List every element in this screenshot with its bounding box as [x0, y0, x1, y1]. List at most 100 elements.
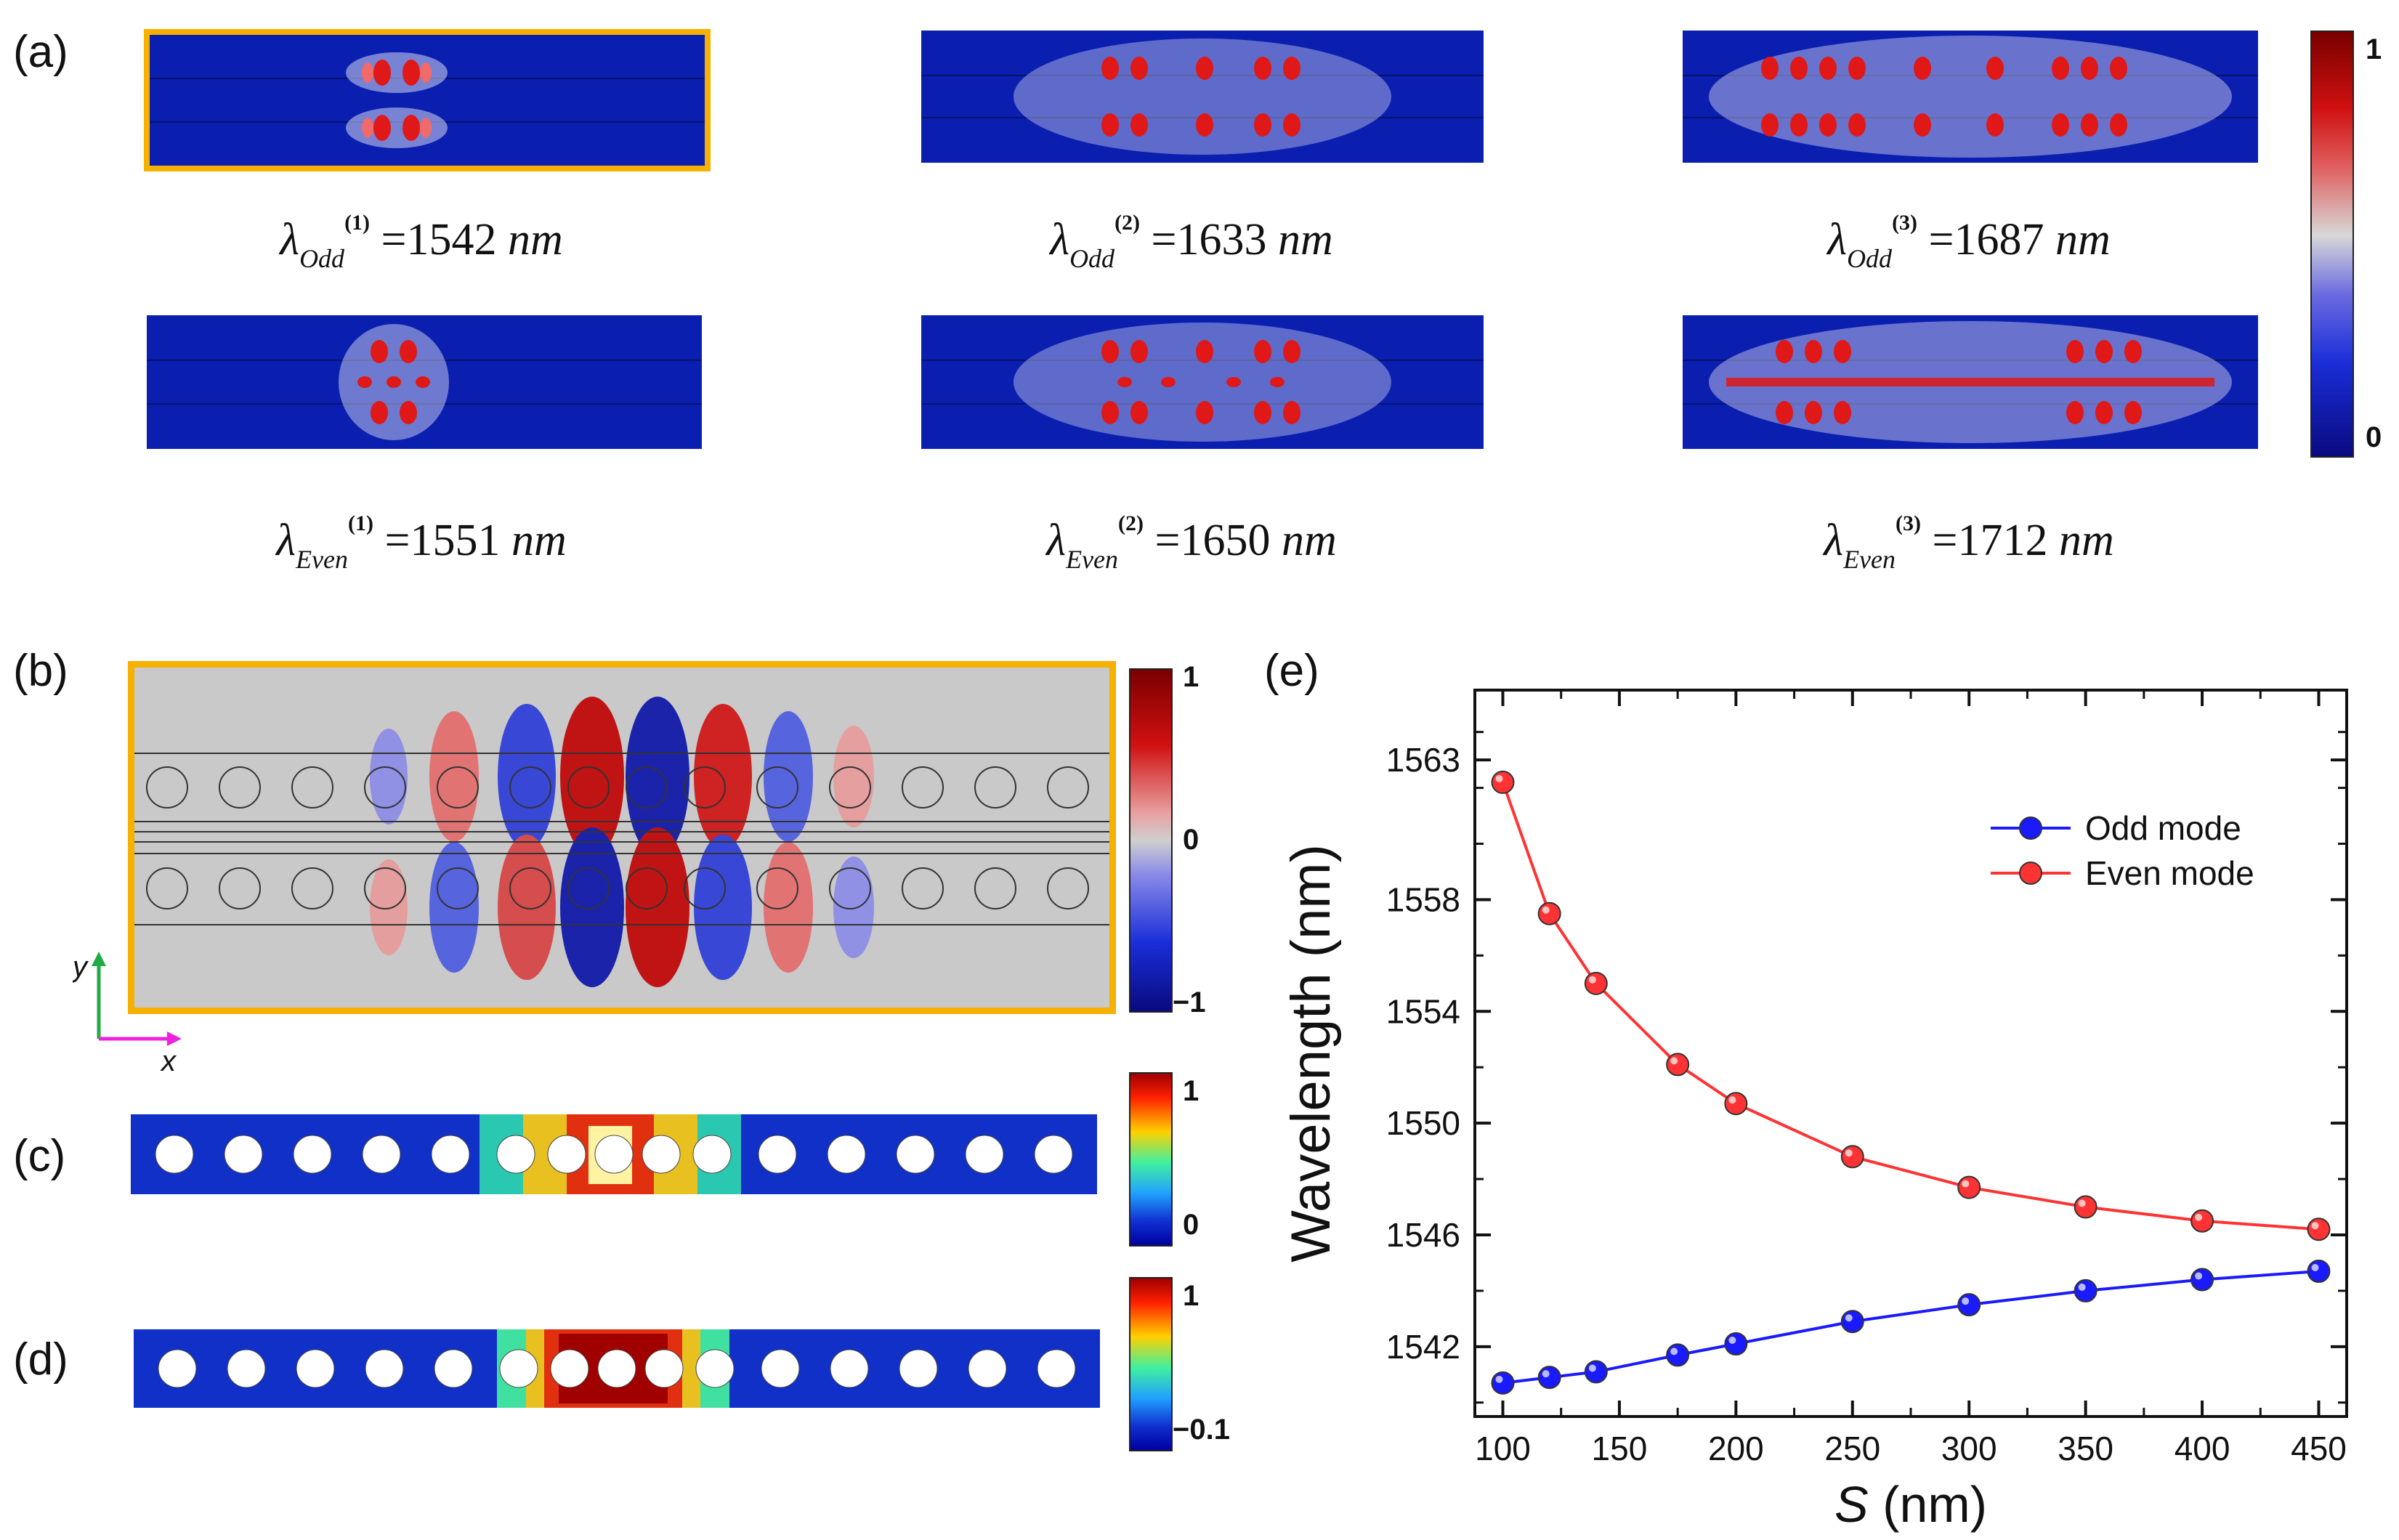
x-tick-label: 400 — [2175, 1430, 2230, 1467]
data-point-even — [1957, 1175, 1981, 1199]
y-tick-label: 1542 — [1386, 1328, 1460, 1366]
data-point-highlight — [1962, 1180, 1970, 1188]
legend-label-even: Even mode — [2085, 854, 2254, 892]
field-map-c — [131, 1114, 1097, 1194]
y-tick-label: 1554 — [1386, 992, 1460, 1030]
data-point-even — [1840, 1145, 1864, 1169]
panel-label-c: (c) — [13, 1131, 66, 1181]
data-point-highlight — [2195, 1213, 2203, 1221]
y-tick-label: 1558 — [1386, 880, 1460, 918]
data-point-highlight — [1542, 906, 1550, 914]
field-map-even-2 — [921, 315, 1484, 449]
x-axis-label: S (nm) — [1834, 1476, 1987, 1533]
colorbar-c-max: 1 — [1183, 1075, 1200, 1107]
data-point-odd — [1957, 1293, 1981, 1317]
plot-frame — [1473, 689, 2348, 1418]
data-point-odd — [2074, 1278, 2097, 1302]
x-tick-label: 100 — [1475, 1430, 1531, 1467]
data-point-even — [2307, 1217, 2331, 1241]
colorbar-c — [1129, 1072, 1173, 1247]
data-point-highlight — [2311, 1264, 2319, 1271]
data-point-odd — [1491, 1371, 1515, 1395]
y-tick-label: 1546 — [1386, 1216, 1460, 1254]
data-point-highlight — [2078, 1283, 2086, 1291]
data-point-odd — [1584, 1360, 1608, 1384]
data-point-highlight — [1542, 1370, 1550, 1378]
data-point-odd — [1724, 1332, 1748, 1355]
x-tick-label: 200 — [1708, 1430, 1764, 1467]
data-point-even — [1537, 901, 1561, 925]
data-point-highlight — [1962, 1297, 1970, 1305]
panel-label-e: (e) — [1264, 646, 1319, 696]
x-tick-label: 250 — [1824, 1430, 1880, 1467]
data-point-odd — [1666, 1343, 1690, 1367]
colorbar-a-max: 1 — [2366, 33, 2382, 65]
data-point-highlight — [1495, 1375, 1503, 1383]
legend-marker-odd — [2019, 816, 2042, 840]
caption-even-1: λEven(1) =1551 nm — [276, 511, 567, 574]
y-tick-label: 1550 — [1386, 1104, 1460, 1142]
panel-label-d: (d) — [13, 1334, 68, 1385]
colorbar-b-mid: 0 — [1183, 824, 1200, 856]
caption-even-3: λEven(3) =1712 nm — [1824, 511, 2114, 574]
colorbar-b-max: 1 — [1183, 661, 1200, 693]
panel-label-b: (b) — [13, 646, 68, 696]
field-map-d — [134, 1329, 1100, 1408]
field-map-b — [128, 661, 1116, 1014]
data-point-odd — [1840, 1310, 1864, 1334]
x-tick-label: 350 — [2058, 1430, 2113, 1467]
data-point-odd — [2307, 1260, 2331, 1283]
x-tick-label: 450 — [2291, 1430, 2347, 1467]
data-point-highlight — [1588, 976, 1596, 984]
colorbar-b-min: −1 — [1173, 986, 1206, 1018]
caption-odd-3: λOdd(3) =1687 nm — [1827, 211, 2111, 273]
axis-arrows: y x — [73, 951, 182, 1075]
data-point-even — [1666, 1053, 1690, 1077]
caption-even-2: λEven(2) =1650 nm — [1046, 511, 1337, 574]
axis-x-label: x — [160, 1045, 177, 1075]
data-point-highlight — [1728, 1337, 1736, 1344]
data-point-odd — [2190, 1268, 2214, 1292]
data-point-highlight — [1588, 1364, 1596, 1372]
panel-label-a: (a) — [13, 27, 68, 77]
data-point-even — [1724, 1092, 1748, 1116]
axis-y-label: y — [73, 951, 89, 983]
field-map-odd-2 — [921, 31, 1484, 163]
data-point-highlight — [1845, 1314, 1853, 1322]
legend-marker-even — [2019, 862, 2042, 885]
field-map-odd-3 — [1683, 31, 2258, 163]
data-point-even — [1491, 770, 1515, 794]
colorbar-a-min: 0 — [2366, 421, 2382, 453]
field-map-odd-1 — [144, 29, 711, 171]
y-tick-label: 1563 — [1386, 741, 1460, 779]
data-point-highlight — [1495, 774, 1503, 782]
x-tick-label: 300 — [1941, 1430, 1997, 1467]
colorbar-d — [1129, 1277, 1173, 1451]
data-point-highlight — [2195, 1272, 2203, 1280]
data-point-highlight — [1845, 1149, 1853, 1157]
data-point-highlight — [2311, 1222, 2319, 1230]
colorbar-d-max: 1 — [1183, 1280, 1200, 1312]
x-tick-label: 150 — [1592, 1430, 1648, 1467]
caption-odd-1: λOdd(1) =1542 nm — [280, 211, 563, 273]
data-point-even — [2074, 1195, 2097, 1219]
caption-odd-2: λOdd(2) =1633 nm — [1050, 211, 1333, 273]
data-point-highlight — [1670, 1057, 1678, 1065]
field-map-even-1 — [147, 315, 702, 449]
colorbar-b — [1129, 668, 1173, 1013]
data-point-odd — [1537, 1366, 1561, 1390]
data-point-even — [1584, 971, 1608, 995]
series-line-even — [1501, 782, 2319, 1231]
colorbar-c-min: 0 — [1183, 1209, 1200, 1241]
colorbar-d-min: −0.1 — [1173, 1414, 1230, 1446]
data-point-highlight — [1670, 1348, 1678, 1355]
data-point-even — [2190, 1209, 2214, 1233]
series-line-odd — [1502, 1270, 2319, 1385]
data-point-highlight — [2078, 1199, 2086, 1207]
colorbar-a — [2310, 31, 2354, 458]
data-point-highlight — [1728, 1096, 1736, 1104]
field-map-even-3 — [1683, 315, 2258, 449]
legend-label-odd: Odd mode — [2085, 809, 2241, 847]
y-axis-label: Wavelength (nm) — [1280, 844, 1342, 1263]
